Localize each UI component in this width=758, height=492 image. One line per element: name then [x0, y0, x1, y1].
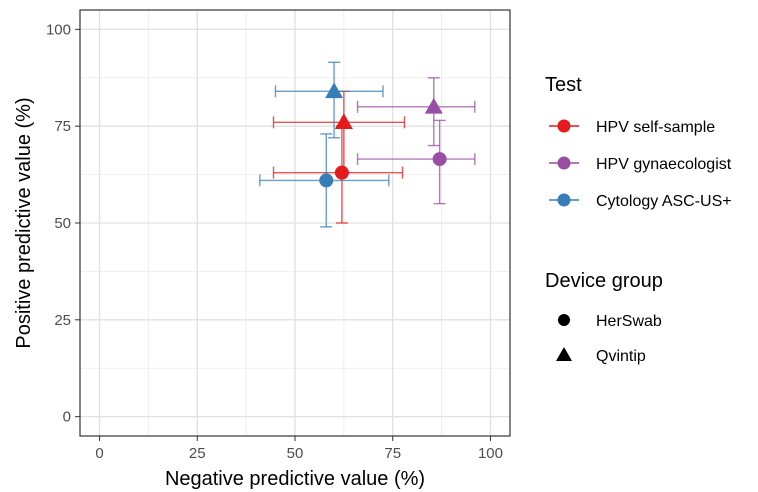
y-tick-label: 0: [63, 409, 71, 426]
grid-major: [80, 10, 510, 436]
x-tick-label: 25: [189, 445, 206, 462]
legend-label: HPV gynaecologist: [596, 156, 732, 173]
legend-key-point: [557, 156, 571, 170]
data-points: [319, 82, 447, 188]
legend-label: Cytology ASC-US+: [596, 193, 732, 210]
y-tick-label: 75: [54, 118, 71, 135]
legend-key-point: [557, 119, 571, 133]
legend-label: Qvintip: [596, 348, 646, 365]
legend-entry-qvintip: Qvintip: [556, 347, 646, 365]
legend-key-point: [557, 193, 571, 207]
data-point-triangle: [334, 113, 353, 130]
x-tick-label: 75: [384, 445, 401, 462]
x-tick-label: 0: [95, 445, 103, 462]
data-point-triangle: [325, 82, 344, 99]
x-tick-label: 100: [478, 445, 503, 462]
y-axis-ticks: 0 25 50 75 100: [46, 21, 80, 426]
data-point-circle: [319, 173, 334, 188]
x-axis-title: Negative predictive value (%): [165, 468, 425, 490]
legend-entry-cytology-asc-us: Cytology ASC-US+: [549, 193, 732, 210]
data-point-circle: [334, 165, 349, 180]
legend-entry-hpv-self-sample: HPV self-sample: [549, 119, 715, 136]
y-tick-label: 100: [46, 21, 71, 38]
legend-shape-title: Device group: [545, 270, 663, 292]
data-point-circle: [432, 152, 447, 167]
legend-label: HPV self-sample: [596, 119, 715, 136]
legend-label: HerSwab: [596, 313, 662, 330]
y-tick-label: 50: [54, 215, 71, 232]
legend-color-title: Test: [545, 74, 582, 96]
legend-entry-herswab: HerSwab: [558, 313, 662, 330]
x-axis-ticks: 0 25 50 75 100: [95, 436, 503, 462]
data-point-triangle: [424, 97, 443, 114]
legend-key-circle: [558, 314, 570, 326]
y-axis-title: Positive predictive value (%): [13, 97, 35, 348]
x-tick-label: 50: [287, 445, 304, 462]
legend: Test HPV self-sample HPV gynaecologist C…: [545, 74, 732, 365]
legend-key-triangle: [556, 347, 572, 361]
legend-entry-hpv-gynaecologist: HPV gynaecologist: [549, 156, 732, 173]
y-tick-label: 25: [54, 312, 71, 329]
